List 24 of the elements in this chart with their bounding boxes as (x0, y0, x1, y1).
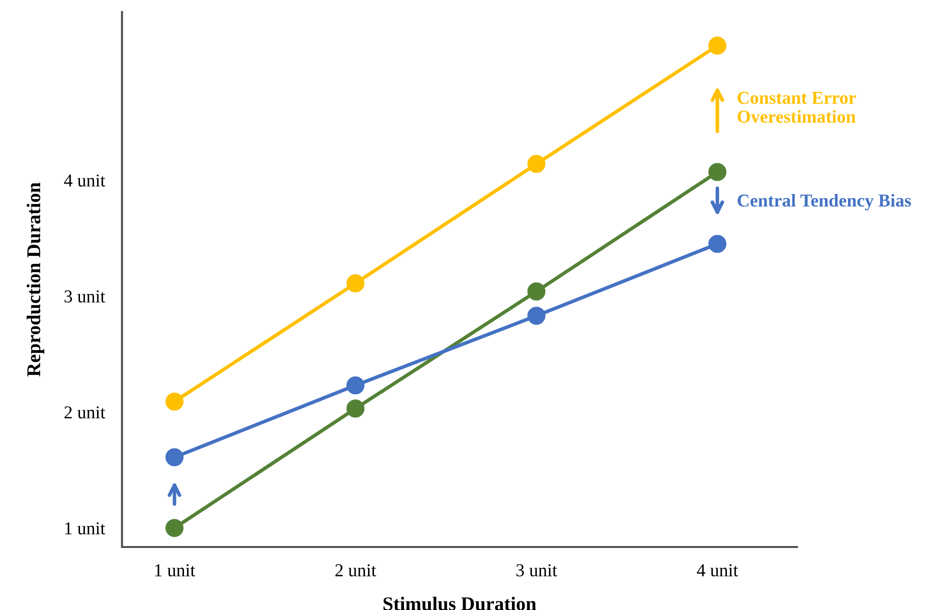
x-axis-title: Stimulus Duration (384, 596, 536, 610)
point (708, 36, 726, 55)
point (165, 448, 184, 466)
x-tick-label: 1 unit (155, 564, 196, 576)
y-tick-label: 3 unit (64, 290, 106, 303)
point (346, 400, 364, 418)
point (527, 306, 546, 325)
y-tick-label: 4 unit (64, 174, 106, 187)
x-tick-label: 3 unit (516, 564, 558, 576)
point (708, 234, 726, 253)
y-tick-label: 2 unit (64, 406, 106, 418)
annotation: Central Tendency Bias (738, 194, 911, 210)
y-axis-title: Reproduction Duration (26, 182, 44, 376)
point (165, 518, 184, 538)
point (346, 376, 364, 394)
x-tick-label: 4 unit (696, 564, 738, 576)
point (165, 392, 184, 411)
point (708, 162, 726, 182)
annotation: Constant Error Overestimation (738, 92, 856, 123)
point (346, 274, 364, 292)
point (527, 282, 546, 300)
point (527, 154, 546, 173)
x-tick-label: 2 unit (335, 564, 376, 576)
y-tick-label: 1 unit (65, 522, 106, 534)
